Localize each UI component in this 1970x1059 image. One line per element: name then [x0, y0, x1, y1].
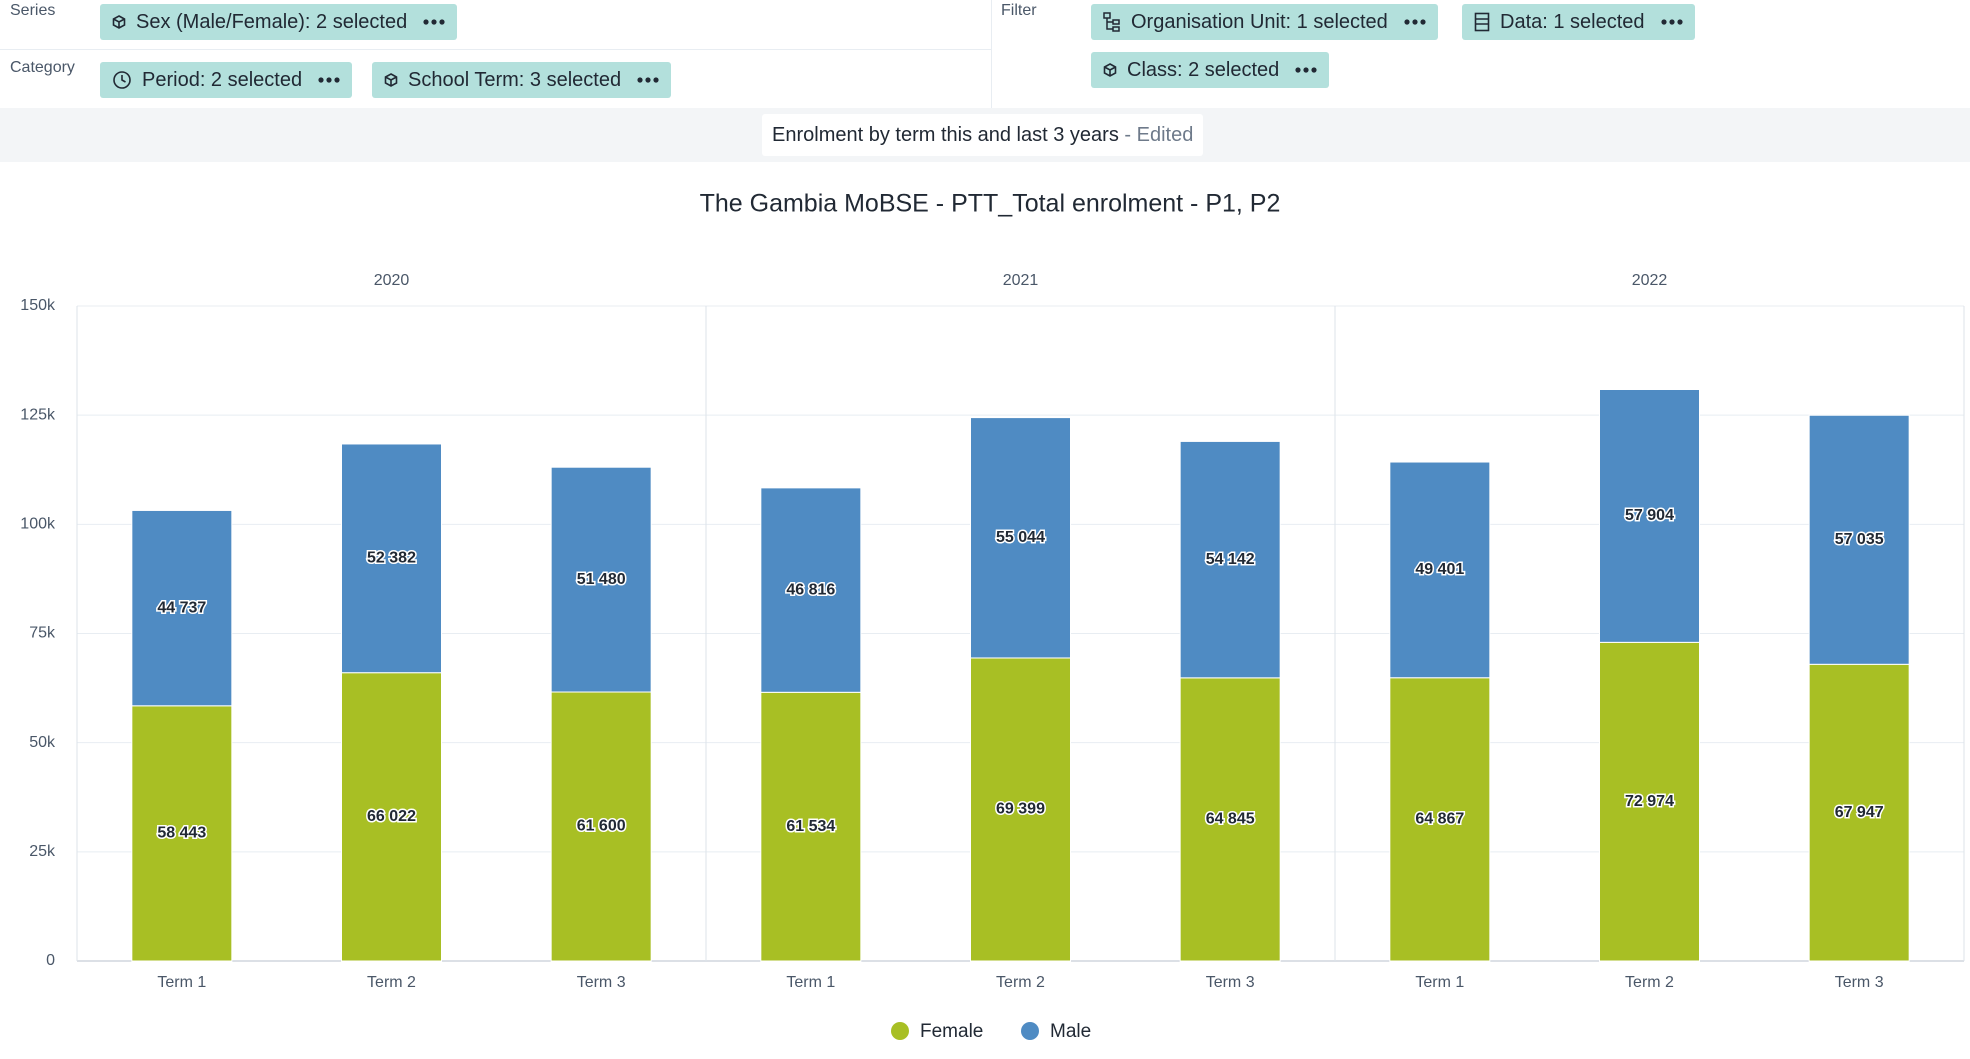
bar-segment [131, 509, 233, 707]
visualization-title: Enrolment by term this and last 3 years … [762, 114, 1204, 156]
dimension-chip[interactable]: Sex (Male/Female): 2 selected [100, 4, 458, 40]
y-tick-label: 50k [29, 734, 56, 751]
category-label: Category [10, 59, 75, 76]
x-tick-label: Term 1 [157, 974, 206, 991]
bar-segment [550, 691, 652, 962]
bar-segment [131, 705, 233, 962]
bar-segment [1599, 641, 1700, 962]
dimension-chip[interactable]: Data: 1 selected [1462, 4, 1695, 40]
legend-label: Male [1050, 1021, 1091, 1042]
chip-label: Sex (Male/Female): 2 selected [136, 10, 408, 33]
legend-label: Female [920, 1021, 983, 1042]
legend-swatch [891, 1022, 909, 1040]
visualization-name: Enrolment by term this and last 3 years [772, 123, 1119, 146]
x-tick-label: Term 2 [367, 974, 416, 991]
data-label: 51 480 [577, 571, 626, 588]
bar-segment [550, 466, 652, 693]
data-label: 64 845 [1206, 811, 1255, 828]
series-label: Series [10, 2, 56, 19]
chip-label: Organisation Unit: 1 selected [1131, 10, 1388, 33]
chip-label: Period: 2 selected [142, 68, 303, 91]
x-tick-label: Term 2 [996, 974, 1045, 991]
bar-segment [341, 443, 442, 674]
x-tick-label: Term 3 [1206, 974, 1255, 991]
dimension-chip[interactable]: School Term: 3 selected [372, 62, 672, 98]
divider [991, 0, 992, 108]
bar-segment [1808, 663, 1910, 962]
y-tick-label: 25k [29, 843, 56, 860]
chart-title: The Gambia MoBSE - PTT_Total enrolment -… [700, 190, 1281, 218]
data-label: 61 600 [577, 818, 626, 835]
y-tick-label: 100k [20, 516, 56, 533]
data-label: 64 867 [1415, 811, 1464, 828]
data-label: 61 534 [786, 818, 835, 835]
y-tick-label: 0 [46, 952, 55, 969]
data-label: 44 737 [157, 599, 206, 616]
chip-label: Data: 1 selected [1500, 10, 1645, 33]
dimension-chip[interactable]: Organisation Unit: 1 selected [1091, 4, 1438, 40]
bar-segment [1179, 677, 1281, 962]
bar-segment [970, 417, 1071, 659]
data-label: 46 816 [786, 581, 835, 598]
data-label: 67 947 [1835, 804, 1884, 821]
bar-segment [341, 672, 442, 962]
dimension-chip[interactable]: Class: 2 selected [1091, 52, 1330, 88]
bar-segment [1389, 461, 1491, 679]
chip-label: School Term: 3 selected [408, 68, 622, 91]
bar-segment [1179, 440, 1281, 679]
x-tick-label: Term 3 [577, 974, 626, 991]
edited-tag: - Edited [1124, 123, 1194, 146]
data-label: 49 401 [1415, 561, 1464, 578]
y-tick-label: 75k [29, 625, 56, 642]
bar-segment [1599, 388, 1700, 643]
group-label: 2020 [374, 272, 410, 289]
dimension-chip[interactable]: Period: 2 selected [100, 62, 353, 98]
y-tick-label: 150k [20, 297, 56, 314]
y-tick-label: 125k [20, 406, 56, 423]
data-label: 57 904 [1625, 507, 1674, 524]
data-label: 72 974 [1625, 793, 1674, 810]
data-label: 69 399 [996, 801, 1045, 818]
data-label: 54 142 [1206, 551, 1255, 568]
group-label: 2022 [1632, 272, 1668, 289]
group-label: 2021 [1003, 272, 1039, 289]
filter-label: Filter [1001, 2, 1037, 19]
x-tick-label: Term 1 [1415, 974, 1464, 991]
data-label: 57 035 [1835, 531, 1884, 548]
bar-segment [760, 691, 862, 962]
x-tick-label: Term 1 [786, 974, 835, 991]
data-label: 58 443 [157, 825, 206, 842]
bar-segment [760, 487, 862, 693]
x-tick-label: Term 3 [1835, 974, 1884, 991]
chip-label: Class: 2 selected [1127, 58, 1280, 81]
chart: The Gambia MoBSE - PTT_Total enrolment -… [20, 190, 1965, 1042]
data-label: 55 044 [996, 529, 1045, 546]
divider [0, 49, 991, 50]
x-tick-label: Term 2 [1625, 974, 1674, 991]
data-label: 66 022 [367, 808, 416, 825]
bar-segment [1808, 414, 1910, 665]
bar-segment [970, 657, 1071, 962]
legend-swatch [1021, 1022, 1039, 1040]
data-label: 52 382 [367, 550, 416, 567]
